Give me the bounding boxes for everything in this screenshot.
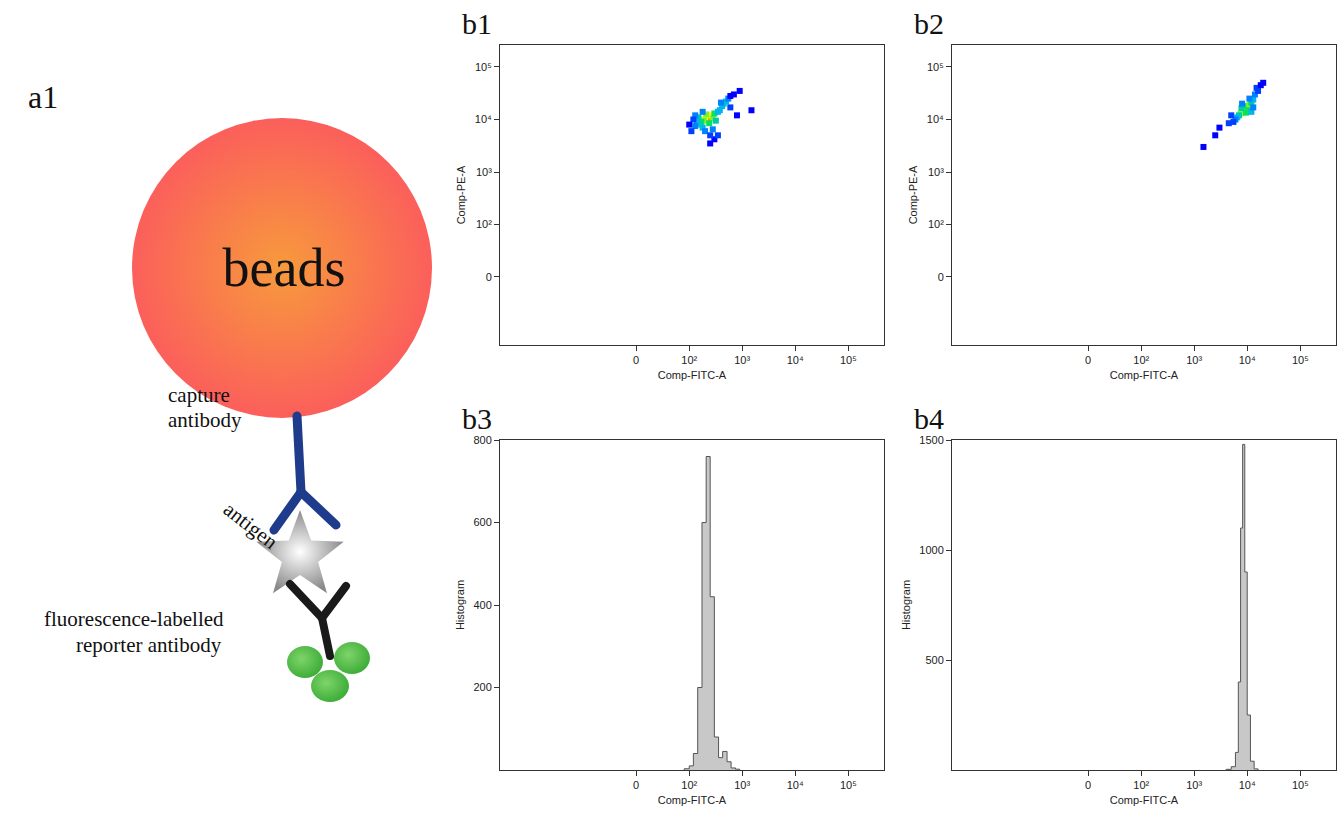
svg-text:b4: b4 — [914, 402, 944, 435]
svg-text:antibody: antibody — [168, 408, 242, 432]
svg-text:capture: capture — [168, 383, 230, 407]
svg-text:10⁴: 10⁴ — [475, 113, 492, 125]
svg-text:10³: 10³ — [476, 166, 492, 178]
svg-text:Comp-FITC-A: Comp-FITC-A — [658, 794, 727, 806]
svg-text:10⁵: 10⁵ — [1292, 779, 1309, 791]
svg-text:200: 200 — [473, 681, 491, 693]
svg-text:0: 0 — [633, 354, 639, 366]
svg-text:0: 0 — [486, 271, 492, 283]
svg-text:800: 800 — [473, 434, 491, 446]
svg-text:1500: 1500 — [919, 434, 943, 446]
svg-text:antigen: antigen — [219, 497, 283, 554]
svg-text:1000: 1000 — [919, 544, 943, 556]
svg-text:0: 0 — [633, 779, 639, 791]
svg-text:Comp-FITC-A: Comp-FITC-A — [658, 369, 727, 381]
svg-text:0: 0 — [1085, 779, 1091, 791]
svg-text:10⁴: 10⁴ — [927, 113, 944, 125]
svg-text:Comp-PE-A: Comp-PE-A — [907, 165, 919, 224]
svg-text:10⁵: 10⁵ — [1292, 354, 1309, 366]
svg-text:10³: 10³ — [734, 354, 750, 366]
svg-text:Comp-PE-A: Comp-PE-A — [455, 165, 467, 224]
svg-text:0: 0 — [1085, 354, 1091, 366]
svg-text:10²: 10² — [681, 354, 697, 366]
svg-text:b1: b1 — [462, 7, 492, 40]
svg-text:10²: 10² — [1133, 779, 1149, 791]
svg-text:10²: 10² — [1133, 354, 1149, 366]
svg-text:Histogram: Histogram — [454, 580, 466, 630]
svg-text:beads: beads — [223, 238, 346, 298]
svg-text:10⁵: 10⁵ — [840, 354, 857, 366]
svg-text:400: 400 — [473, 599, 491, 611]
svg-text:10⁵: 10⁵ — [840, 779, 857, 791]
svg-text:Comp-FITC-A: Comp-FITC-A — [1110, 794, 1179, 806]
svg-text:Comp-FITC-A: Comp-FITC-A — [1110, 369, 1179, 381]
svg-text:600: 600 — [473, 516, 491, 528]
svg-text:10³: 10³ — [928, 166, 944, 178]
svg-text:10²: 10² — [681, 779, 697, 791]
svg-text:10²: 10² — [476, 218, 492, 230]
svg-text:10³: 10³ — [1186, 779, 1202, 791]
svg-text:fluorescence-labelled: fluorescence-labelled — [44, 607, 224, 631]
svg-text:reporter antibody: reporter antibody — [76, 633, 222, 657]
svg-text:Histogram: Histogram — [900, 580, 912, 630]
svg-text:10⁵: 10⁵ — [475, 61, 492, 73]
svg-text:b3: b3 — [462, 402, 492, 435]
svg-text:10⁴: 10⁴ — [787, 354, 804, 366]
svg-text:10⁴: 10⁴ — [1239, 779, 1256, 791]
svg-text:10⁴: 10⁴ — [787, 779, 804, 791]
svg-text:500: 500 — [925, 654, 943, 666]
svg-text:b2: b2 — [914, 7, 944, 40]
svg-text:10³: 10³ — [734, 779, 750, 791]
svg-text:10⁵: 10⁵ — [927, 61, 944, 73]
svg-text:10²: 10² — [928, 218, 944, 230]
svg-text:10⁴: 10⁴ — [1239, 354, 1256, 366]
svg-text:a1: a1 — [28, 79, 58, 115]
svg-text:0: 0 — [938, 271, 944, 283]
svg-text:10³: 10³ — [1186, 354, 1202, 366]
